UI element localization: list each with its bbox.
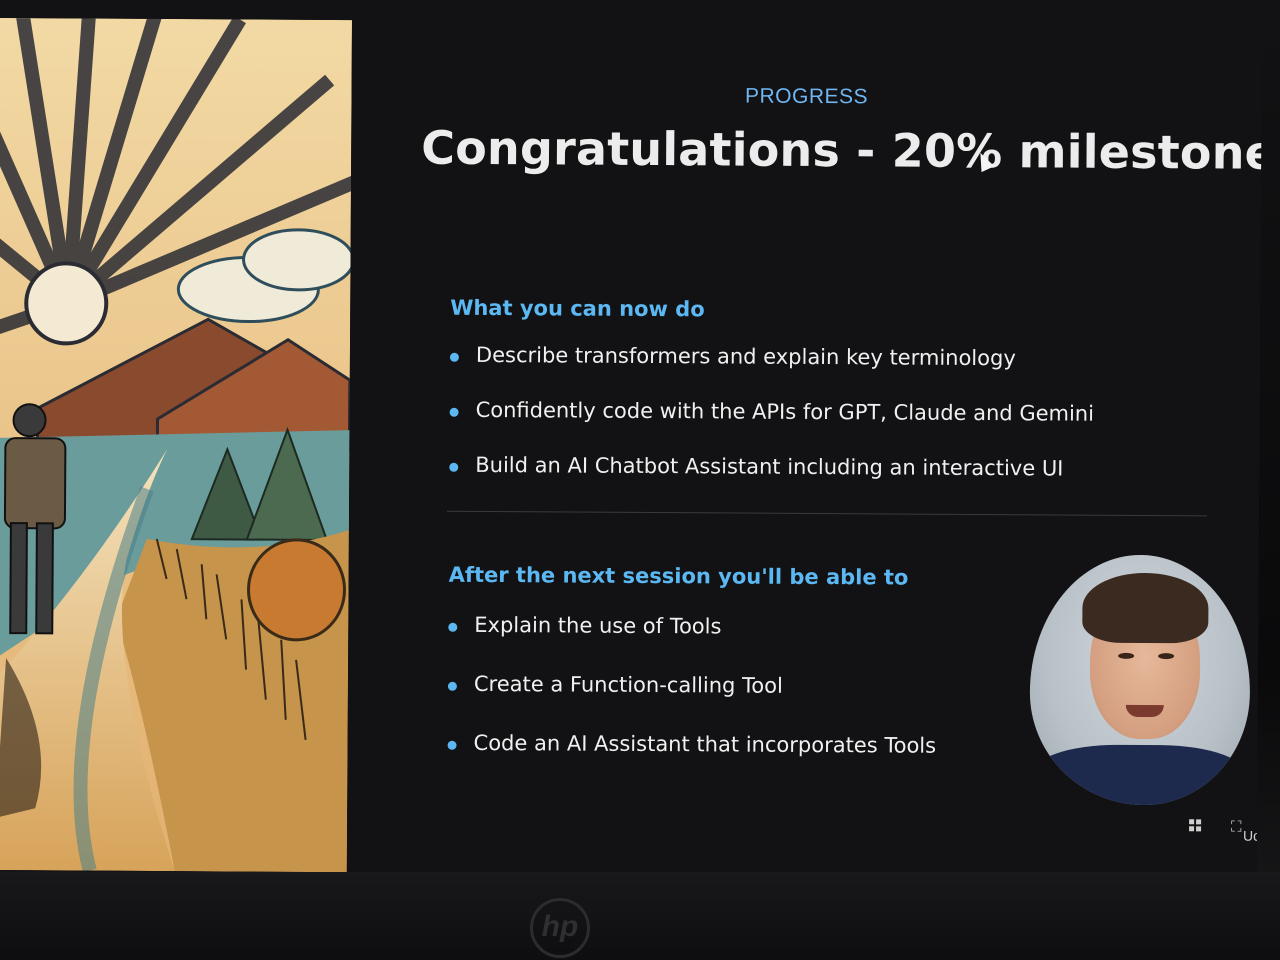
presenter-shirt — [1029, 744, 1250, 806]
list-item-text: Describe transformers and explain key te… — [475, 342, 1016, 371]
section-heading-next: After the next session you'll be able to — [448, 562, 909, 590]
list-item: Explain the use of Tools — [448, 613, 937, 675]
eye — [1158, 653, 1175, 660]
list-item: Code an AI Assistant that incorporates T… — [447, 731, 936, 793]
bullet-icon — [449, 407, 459, 417]
list-item: Describe transformers and explain key te… — [449, 342, 1095, 402]
bullet-icon — [447, 740, 457, 750]
hp-logo: hp — [530, 898, 590, 958]
screen: PROGRESS Congratulations - 20% milestone… — [0, 18, 1262, 878]
list-item: Confidently code with the APIs for GPT, … — [449, 398, 1094, 457]
landscape-art — [0, 18, 352, 873]
player-controls: ⛶ Uden — [1185, 817, 1262, 847]
bullet-list-now: Describe transformers and explain key te… — [449, 343, 1094, 512]
list-item-text: Confidently code with the APIs for GPT, … — [475, 397, 1095, 426]
expand-icon[interactable]: ⛶ — [1231, 817, 1242, 836]
hiker-illustration — [0, 18, 352, 873]
section-eyebrow: PROGRESS — [744, 84, 869, 109]
laptop-lower-bezel — [0, 872, 1280, 960]
list-item-text: Explain the use of Tools — [474, 612, 722, 639]
slide: PROGRESS Congratulations - 20% milestone… — [346, 20, 1262, 878]
bullet-icon — [448, 622, 458, 632]
list-item: Build an AI Chatbot Assistant including … — [449, 453, 1094, 512]
bullet-icon — [449, 462, 459, 472]
bullet-icon — [447, 681, 457, 691]
list-item-text: Code an AI Assistant that incorporates T… — [473, 730, 937, 758]
section-heading-now: What you can now do — [450, 295, 705, 322]
presenter-webcam — [1029, 554, 1251, 806]
grid-icon[interactable] — [1189, 819, 1202, 832]
list-item-text: Build an AI Chatbot Assistant including … — [475, 452, 1064, 481]
list-item: Create a Function-calling Tool — [447, 671, 937, 734]
bullet-icon — [449, 352, 459, 362]
presenter-hair — [1082, 572, 1209, 644]
eye — [1118, 652, 1135, 659]
slide-title: Congratulations - 20% milestone — [421, 120, 1262, 180]
list-item-text: Create a Function-calling Tool — [473, 671, 783, 698]
bullet-list-next: Explain the use of Tools Create a Functi… — [447, 613, 937, 793]
